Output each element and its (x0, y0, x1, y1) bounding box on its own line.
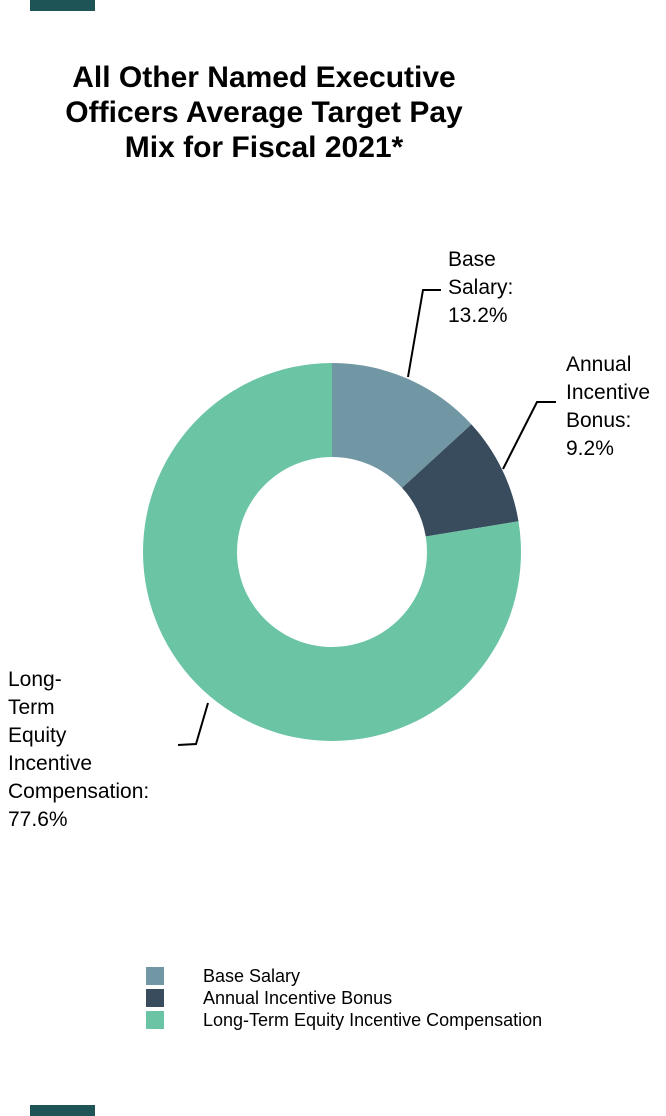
page-edge-mark-bottom (30, 1105, 95, 1116)
legend-item-base-salary: Base Salary (146, 965, 542, 987)
legend-swatch-long-term-equity (146, 1011, 164, 1029)
legend-item-long-term-equity: Long-Term Equity Incentive Compensation (146, 1009, 542, 1031)
page-edge-mark-top (30, 0, 95, 11)
donut-slices (142, 362, 521, 741)
donut-slice-annual-incentive-bonus (402, 424, 519, 537)
callout-annual-incentive-bonus: Annual Incentive Bonus: 9.2% (566, 353, 651, 460)
legend-label-annual-incentive-bonus: Annual Incentive Bonus (203, 988, 393, 1008)
callout-base-salary: Base Salary: 13.2% (448, 248, 514, 327)
legend-swatch-base-salary (146, 967, 164, 985)
legend-label-long-term-equity: Long-Term Equity Incentive Compensation (203, 1010, 543, 1030)
legend-item-annual-incentive-bonus: Annual Incentive Bonus (146, 987, 542, 1009)
legend-swatch-annual-incentive-bonus (146, 989, 164, 1007)
chart-title: All Other Named Executive Officers Avera… (65, 61, 463, 164)
donut-slice-long-term-equity-incentive-compensation (142, 362, 521, 741)
leader-line-annual-incentive-bonus (502, 401, 556, 470)
leader-line-long-term-equity (177, 702, 209, 746)
donut-slice-base-salary (332, 363, 472, 488)
callout-long-term-equity: Long- Term Equity Incentive Compensation… (8, 668, 150, 831)
chart-legend: Base Salary Annual Incentive Bonus Long-… (146, 965, 542, 1031)
legend-label-base-salary: Base Salary (203, 966, 301, 986)
leader-line-base-salary (407, 289, 441, 378)
